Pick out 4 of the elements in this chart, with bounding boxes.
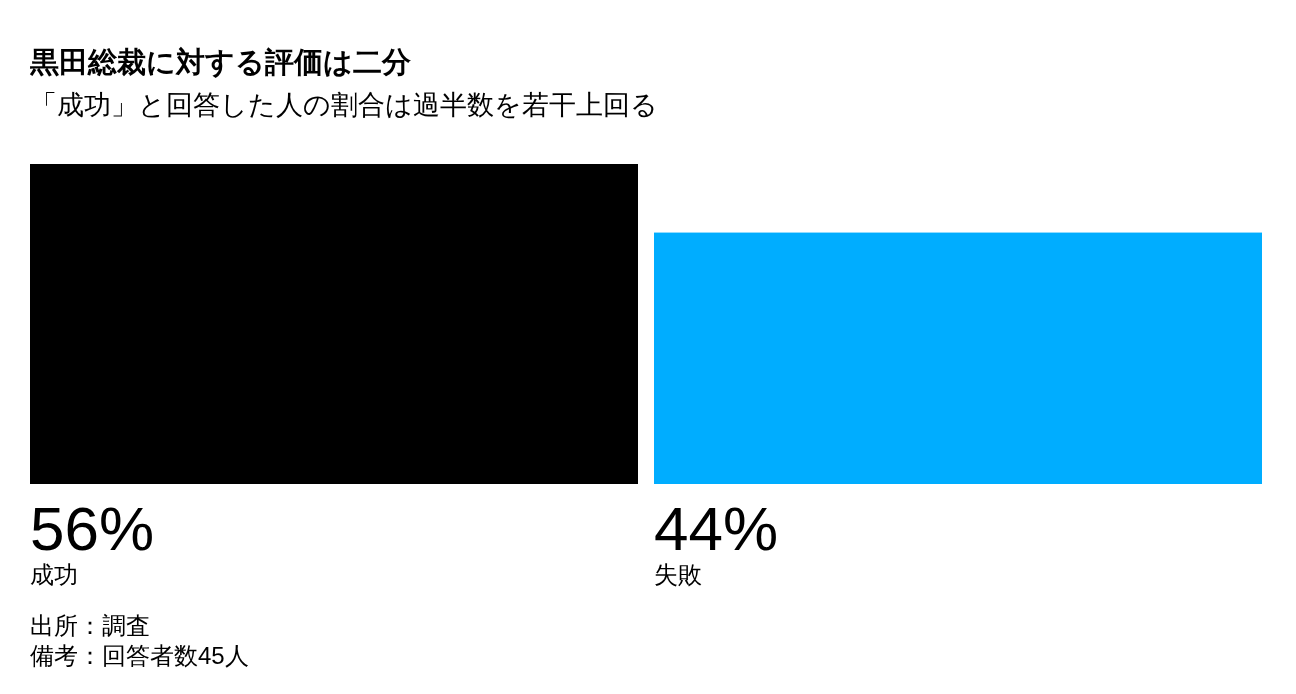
annotation: 出所：調査 [30,612,150,639]
subtitle: 「成功」と回答した人の割合は過半数を若干上回る [30,90,658,120]
annotation: 備考：回答者数45人 [30,642,249,669]
title: 黒田総裁に対する評価は二分 [30,46,411,78]
